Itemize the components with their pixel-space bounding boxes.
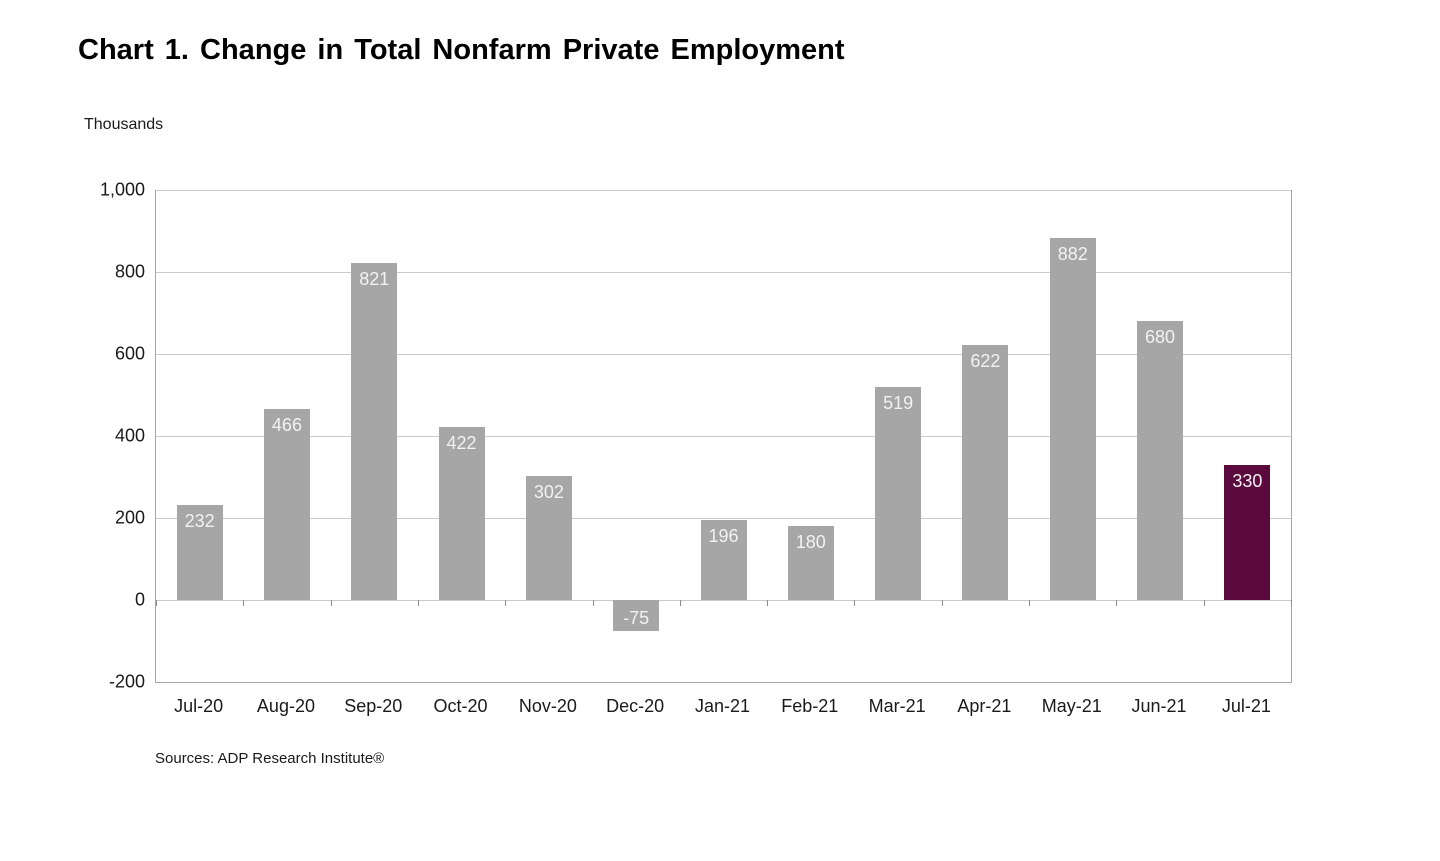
x-tick-label: Jan-21 (694, 696, 751, 716)
bar-value-label: 422 (446, 432, 477, 453)
gridline (156, 354, 1291, 355)
bar-jan-21: 196 (700, 519, 747, 600)
y-tick-label: 600 (114, 343, 145, 364)
zero-axis-tick (505, 600, 507, 606)
gridline (156, 436, 1291, 437)
bar-value-label: 519 (883, 393, 914, 414)
bar-value-label: 232 (184, 510, 215, 531)
zero-axis-tick (1029, 600, 1031, 606)
bar-value-label: 180 (795, 532, 826, 553)
bar-apr-21: 622 (962, 344, 1009, 600)
zero-axis-tick (243, 600, 245, 606)
x-axis: Jul-20 Aug-20 Sep-20 Oct-20 Nov-20 Dec-20 Jan-… (155, 696, 1290, 722)
bar-value-label: 680 (1145, 327, 1176, 348)
y-axis: 1,000 800 600 400 200 0 -200 (0, 180, 145, 692)
x-tick-label: Jul-20 (174, 696, 224, 716)
bar-may-21: 882 (1049, 238, 1096, 600)
bar-jun-21: 680 (1137, 321, 1184, 600)
y-tick-label: 1,000 (99, 179, 145, 200)
zero-axis-tick (417, 600, 419, 606)
zero-axis-tick (1291, 600, 1292, 606)
zero-gridline (156, 600, 1291, 601)
bar-value-label: 821 (359, 269, 390, 290)
chart-title: Chart 1. Change in Total Nonfarm Private… (78, 34, 845, 66)
y-axis-unit-label: Thousands (84, 116, 164, 133)
zero-axis-tick (156, 600, 157, 606)
bar-value-label: 622 (970, 350, 1001, 371)
zero-axis-tick (592, 600, 594, 606)
bar-sep-20: 821 (351, 263, 398, 600)
source-note: Sources: ADP Research Institute® (155, 750, 385, 767)
x-tick-label: Jun-21 (1131, 696, 1187, 716)
x-tick-label: Sep-20 (344, 696, 403, 716)
zero-axis-tick (1203, 600, 1205, 606)
x-tick-label: Oct-20 (433, 696, 488, 716)
y-tick-label: 400 (114, 425, 145, 446)
zero-axis-tick (679, 600, 681, 606)
bar-value-label: -75 (623, 607, 650, 628)
bar-feb-21: 180 (787, 526, 834, 600)
bar-value-label: 330 (1232, 470, 1263, 491)
y-tick-label: 0 (134, 589, 145, 610)
bar-value-label: 882 (1057, 244, 1088, 265)
x-tick-label: May-21 (1041, 696, 1102, 716)
bar-dec-20: -75 (613, 600, 660, 631)
y-tick-label: 200 (114, 507, 145, 528)
x-tick-label: Apr-21 (957, 696, 1012, 716)
bar-value-label: 196 (708, 525, 739, 546)
bar-value-label: 466 (271, 414, 302, 435)
zero-axis-tick (330, 600, 332, 606)
bar-jul-21: 330 (1224, 464, 1271, 600)
gridline (156, 190, 1291, 191)
y-tick-label: 800 (114, 261, 145, 282)
x-tick-label: Aug-20 (256, 696, 315, 716)
bar-nov-20: 302 (525, 476, 572, 600)
y-tick-label: -200 (108, 671, 145, 692)
x-tick-label: Feb-21 (781, 696, 839, 716)
gridline (156, 518, 1291, 519)
plot-area: 232 466 821 422 302 -75 196 180 519 622 882 680 330 (155, 190, 1292, 683)
gridline (156, 272, 1291, 273)
bar-mar-21: 519 (875, 387, 922, 600)
x-tick-label: Nov-20 (518, 696, 577, 716)
zero-axis-tick (854, 600, 856, 606)
x-tick-label: Dec-20 (606, 696, 665, 716)
bar-aug-20: 466 (263, 408, 310, 600)
x-tick-label: Mar-21 (868, 696, 926, 716)
zero-axis-tick (1116, 600, 1118, 606)
bar-oct-20: 422 (438, 426, 485, 600)
zero-axis-tick (767, 600, 769, 606)
x-tick-label: Jul-21 (1221, 696, 1271, 716)
bar-jul-20: 232 (176, 504, 223, 600)
bar-value-label: 302 (533, 482, 564, 503)
zero-axis-tick (941, 600, 943, 606)
